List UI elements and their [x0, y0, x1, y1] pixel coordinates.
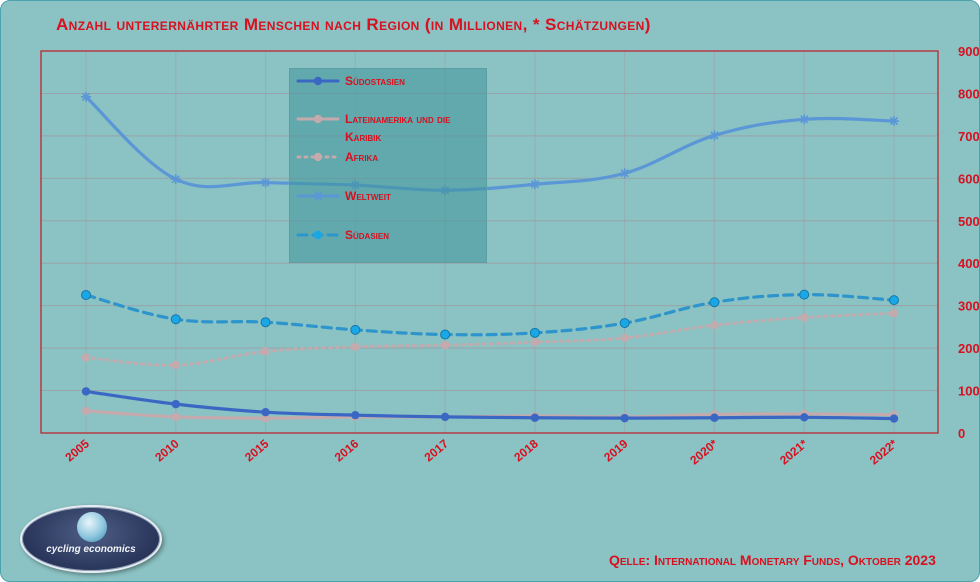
y-axis-ticks: 0 100 200 300 400 500 600 700 800 900	[958, 44, 980, 441]
series-3	[81, 309, 899, 370]
y-tick-label: 200	[958, 341, 980, 356]
y-tick-label: 800	[958, 86, 980, 101]
x-axis-ticks: 2005 2010 2015 2016 2017 2018 2019 2020* 2021* 20…	[62, 436, 900, 467]
x-tick-label: 2020*	[687, 436, 720, 467]
data-point	[800, 313, 809, 322]
legend: Südostasien Lateinamerika und die Karibik…	[289, 68, 487, 263]
data-point	[800, 413, 809, 422]
grid-lines	[41, 50, 938, 434]
x-tick-label: 2019	[601, 436, 631, 464]
series-1	[81, 387, 899, 423]
x-tick-label: 2016	[332, 436, 362, 464]
data-point	[170, 314, 181, 325]
data-point	[261, 347, 270, 356]
series-line	[84, 311, 896, 367]
data-point	[530, 337, 540, 347]
legend-swatch	[296, 152, 340, 162]
plot-area-border	[40, 50, 939, 434]
series-group	[81, 91, 899, 423]
x-tick-label: 2022*	[867, 436, 900, 467]
series-5	[81, 289, 899, 340]
legend-label: Südasien	[345, 228, 390, 242]
y-tick-label: 400	[958, 256, 980, 271]
data-point	[171, 360, 180, 370]
y-tick-label: 500	[958, 214, 980, 229]
legend-label: Weltweit	[345, 189, 391, 203]
y-tick-label: 700	[958, 129, 980, 144]
legend-label: Südostasien	[345, 74, 405, 88]
data-point	[619, 168, 630, 179]
x-tick-label: 2015	[242, 436, 272, 464]
data-point	[260, 317, 271, 328]
series-line	[84, 389, 896, 421]
legend-swatch	[296, 230, 340, 240]
data-point	[440, 329, 451, 340]
source-note: Qelle: International Monetary Funds, Okt…	[609, 552, 936, 568]
x-tick-label: 2017	[422, 436, 452, 464]
data-point	[530, 413, 540, 422]
data-point	[710, 413, 719, 422]
data-point	[889, 295, 899, 306]
data-point	[709, 130, 720, 141]
data-point	[171, 399, 180, 409]
y-tick-label: 300	[958, 299, 980, 314]
chart-title: Anzahl unterernährter Menschen nach Regi…	[56, 15, 651, 34]
logo-text: cycling economics	[46, 544, 136, 555]
x-tick-label: 2010	[152, 436, 182, 464]
data-point	[709, 297, 720, 308]
data-point	[620, 333, 629, 343]
data-point	[81, 91, 91, 102]
data-point	[529, 327, 540, 338]
data-point	[81, 353, 91, 362]
series-2	[81, 406, 899, 423]
data-point	[170, 174, 181, 185]
data-point	[351, 342, 360, 352]
data-point	[81, 387, 91, 396]
y-tick-label: 100	[958, 384, 980, 399]
data-point	[799, 289, 810, 300]
y-tick-label: 600	[958, 171, 980, 186]
data-point	[350, 324, 361, 335]
x-tick-label: 2005	[62, 436, 92, 464]
legend-label: Lateinamerika und die Karibik	[345, 112, 451, 144]
y-tick-label: 0	[958, 426, 965, 441]
series-4	[81, 91, 899, 196]
data-point	[440, 412, 450, 422]
x-tick-label: 2021*	[777, 436, 810, 467]
data-point	[710, 320, 719, 330]
data-point	[889, 116, 899, 127]
data-point	[889, 309, 899, 318]
data-point	[529, 179, 540, 190]
data-point	[171, 412, 180, 422]
x-tick-label: 2018	[511, 436, 541, 464]
data-point	[889, 414, 899, 423]
data-point	[620, 413, 629, 423]
legend-swatch	[296, 76, 340, 86]
legend-swatch	[296, 191, 340, 201]
data-point	[81, 406, 91, 416]
y-tick-label: 900	[958, 44, 980, 59]
data-point	[440, 340, 450, 350]
data-point	[260, 177, 271, 188]
data-point	[261, 408, 270, 417]
series-line	[84, 95, 896, 192]
data-point	[81, 290, 91, 301]
series-line	[84, 293, 896, 337]
data-point	[261, 413, 270, 423]
data-point	[799, 114, 810, 125]
globe-icon	[77, 512, 107, 542]
legend-swatch	[296, 114, 340, 124]
cycling-economics-logo: cycling economics	[20, 505, 162, 573]
legend-label: Afrika	[345, 150, 379, 164]
data-point	[351, 410, 360, 420]
data-point	[619, 318, 630, 329]
